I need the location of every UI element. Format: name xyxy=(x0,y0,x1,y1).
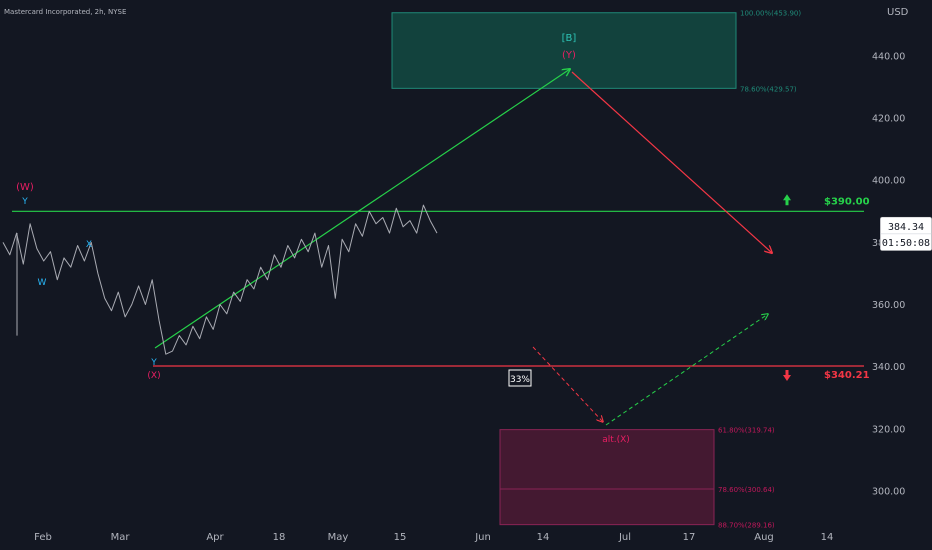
lower-fib-label: 88.70%(289.16) xyxy=(718,522,775,530)
level-label: $390.00 xyxy=(824,196,870,207)
price-series-line xyxy=(2,204,438,355)
x-tick-label: 17 xyxy=(683,532,696,543)
wave-label-x-major: (X) xyxy=(147,371,160,381)
level-lines: $390.00 $340.21 xyxy=(12,194,870,382)
price-series-group xyxy=(2,204,438,355)
wave-label-w-major: (W) xyxy=(16,182,34,193)
lower-fib-label: 61.80%(319.74) xyxy=(718,427,775,435)
green-dashed-projection xyxy=(605,314,768,426)
down-arrow-icon xyxy=(783,370,791,382)
red-dashed-projection xyxy=(532,346,603,422)
x-tick-label: 14 xyxy=(537,532,550,543)
upper-fib-label: 78.60%(429.57) xyxy=(740,85,797,93)
upper-fib-label: 100.00%(453.90) xyxy=(740,10,801,18)
x-tick-label: Mar xyxy=(111,532,131,543)
y-tick-label: 440.00 xyxy=(872,51,905,62)
green-up-projection xyxy=(154,69,570,349)
symbol-info: Mastercard Incorporated, 2h, NYSE xyxy=(4,8,126,16)
y-tick-label: 400.00 xyxy=(872,176,905,187)
fib-zones: 100.00%(453.90) 78.60%(429.57) 61.80%(319.… xyxy=(391,10,801,530)
x-tick-label: Aug xyxy=(754,532,774,543)
x-tick-label: Apr xyxy=(206,532,224,543)
projection-arrows xyxy=(154,69,772,426)
wave-label-y-major: (Y) xyxy=(562,50,576,61)
y-tick-label: 320.00 xyxy=(872,424,905,435)
last-price-value: 384.34 xyxy=(888,222,924,233)
candle-countdown: 01:50:08 xyxy=(882,238,930,249)
x-tick-label: 15 xyxy=(394,532,407,543)
y-tick-label: 360.00 xyxy=(872,300,905,311)
lower-fib-label: 78.60%(300.64) xyxy=(718,486,775,494)
x-tick-label: Feb xyxy=(34,532,52,543)
x-tick-label: 14 xyxy=(821,532,834,543)
up-arrow-icon xyxy=(783,194,791,206)
y-tick-label: 300.00 xyxy=(872,486,905,497)
lower-fib-zone xyxy=(499,429,715,526)
wave-label-x-small: X xyxy=(86,240,92,250)
y-axis-unit: USD xyxy=(887,7,909,18)
level-label: $340.21 xyxy=(824,370,870,381)
probability-label: 33% xyxy=(510,375,530,385)
y-tick-label: 420.00 xyxy=(872,114,905,125)
x-tick-label: Jul xyxy=(618,532,631,543)
wave-labels: (W) Y X W Y (X) [B] (Y) alt.(X) 33% xyxy=(16,33,630,445)
probability-box xyxy=(508,369,532,387)
wave-label-alt-x: alt.(X) xyxy=(602,435,630,445)
x-tick-label: May xyxy=(328,532,349,543)
x-axis[interactable]: Feb Mar Apr 18 May 15 Jun 14 Jul 17 Aug 14 xyxy=(34,532,833,543)
y-axis[interactable]: USD440.00420.00400.00380.00360.00340.003… xyxy=(872,7,932,497)
wave-label-y-bottom: Y xyxy=(150,358,157,368)
wave-label-y-top: Y xyxy=(21,197,28,207)
red-down-projection xyxy=(571,71,772,253)
wave-label-b: [B] xyxy=(562,33,577,44)
x-tick-label: 18 xyxy=(273,532,286,543)
x-tick-label: Jun xyxy=(474,532,491,543)
y-tick-label: 340.00 xyxy=(872,362,905,373)
wave-label-w-small: W xyxy=(38,278,47,288)
